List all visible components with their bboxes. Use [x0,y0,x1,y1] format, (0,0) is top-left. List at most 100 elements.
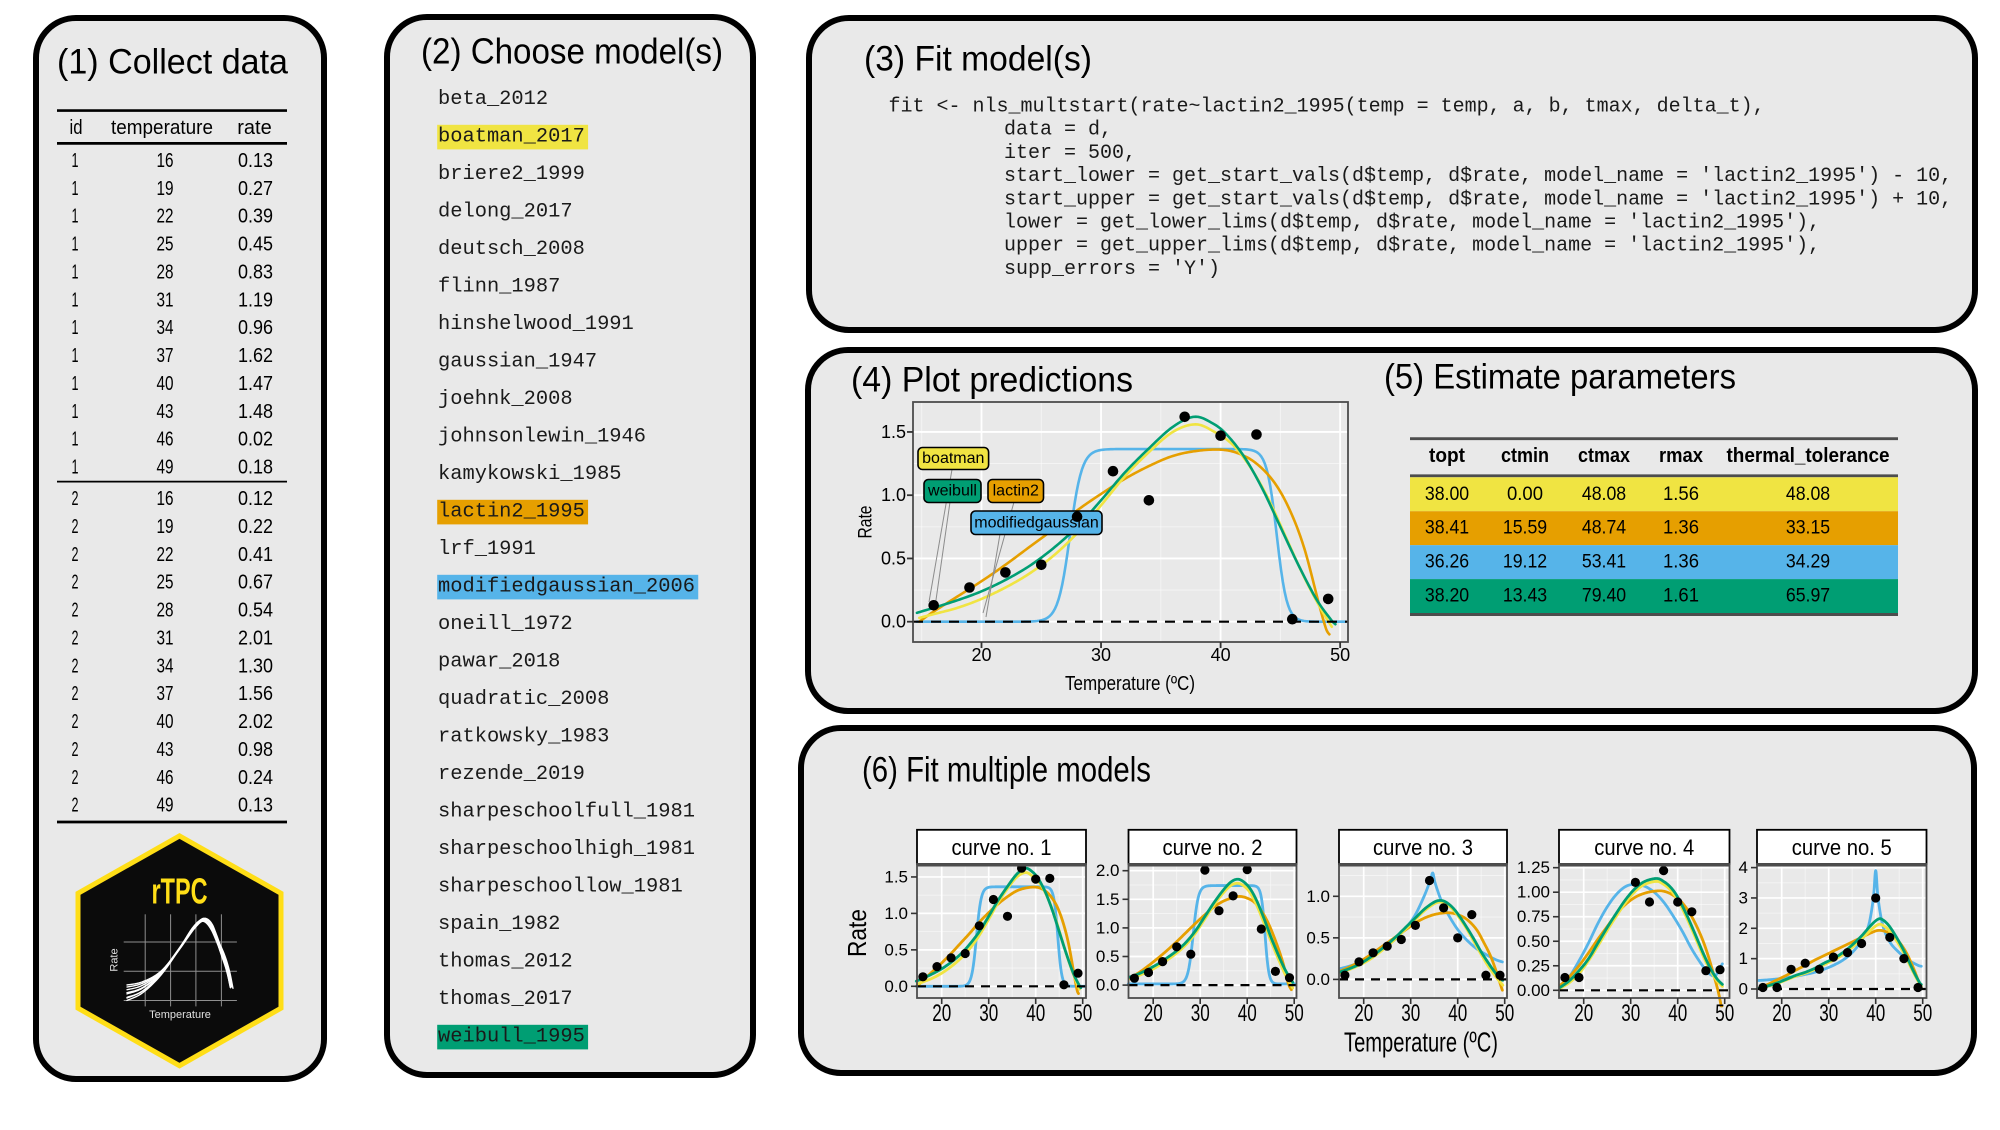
svg-text:0.13: 0.13 [238,795,273,817]
svg-text:topt: topt [1429,445,1465,467]
svg-text:gaussian_1947: gaussian_1947 [438,351,597,374]
svg-text:40: 40 [1026,1000,1045,1027]
svg-text:0.96: 0.96 [238,317,273,339]
svg-text:15.59: 15.59 [1503,518,1547,539]
svg-text:boatman_2017: boatman_2017 [438,126,585,149]
svg-text:1.30: 1.30 [238,655,273,677]
svg-text:49: 49 [157,457,174,479]
svg-text:38.41: 38.41 [1425,518,1469,539]
svg-text:2.0: 2.0 [1096,861,1120,880]
svg-text:0.5: 0.5 [1096,947,1120,966]
svg-text:0.5: 0.5 [884,940,908,959]
svg-text:modifiedgaussian: modifiedgaussian [974,514,1099,531]
svg-text:thermal_tolerance: thermal_tolerance [1727,445,1890,467]
svg-text:2: 2 [72,627,79,649]
svg-text:data = d,: data = d, [1004,119,1112,142]
svg-text:50: 50 [1495,1000,1514,1027]
svg-text:2.02: 2.02 [238,711,273,733]
svg-text:1.0: 1.0 [881,485,906,505]
svg-text:1: 1 [72,150,79,172]
svg-text:1.0: 1.0 [884,904,908,923]
svg-text:temperature: temperature [111,117,213,139]
svg-text:0.83: 0.83 [238,261,273,283]
svg-text:lower = get_lower_lims(d$temp,: lower = get_lower_lims(d$temp, d$rate, m… [1004,212,1820,235]
svg-text:1.56: 1.56 [1663,484,1699,505]
svg-text:lrf_1991: lrf_1991 [438,538,536,561]
svg-text:31: 31 [157,289,174,311]
svg-text:rmax: rmax [1659,445,1703,467]
svg-text:40: 40 [1238,1000,1257,1027]
svg-text:40: 40 [157,711,174,733]
svg-text:quadratic_2008: quadratic_2008 [438,688,609,711]
svg-text:(2) Choose model(s): (2) Choose model(s) [421,31,723,72]
svg-text:1: 1 [72,234,79,256]
svg-text:0.5: 0.5 [1306,928,1330,947]
svg-text:2: 2 [72,516,79,538]
svg-text:3: 3 [1739,888,1748,907]
svg-text:30: 30 [1621,1000,1640,1027]
svg-text:46: 46 [157,767,174,789]
svg-text:sharpeschoolhigh_1981: sharpeschoolhigh_1981 [438,838,695,861]
svg-text:1: 1 [72,178,79,200]
svg-text:40: 40 [157,373,174,395]
svg-text:34: 34 [157,317,174,339]
svg-text:48.74: 48.74 [1582,518,1627,539]
svg-text:0.24: 0.24 [238,767,273,789]
svg-text:48.08: 48.08 [1786,484,1830,505]
svg-text:oneill_1972: oneill_1972 [438,613,573,636]
svg-text:1.61: 1.61 [1663,586,1699,607]
svg-text:Rate: Rate [109,948,121,971]
svg-text:40: 40 [1211,645,1231,665]
svg-text:50: 50 [1073,1000,1092,1027]
svg-text:Temperature: Temperature [149,1009,211,1021]
svg-text:30: 30 [1401,1000,1420,1027]
svg-text:curve no. 5: curve no. 5 [1792,835,1892,860]
svg-text:65.97: 65.97 [1786,586,1830,607]
svg-text:38.00: 38.00 [1425,484,1469,505]
svg-text:50: 50 [1285,1000,1304,1027]
svg-text:0.54: 0.54 [238,600,273,622]
svg-text:(4) Plot predictions: (4) Plot predictions [851,361,1133,400]
svg-text:rate: rate [237,117,271,139]
svg-text:34.29: 34.29 [1786,552,1830,573]
svg-text:hinshelwood_1991: hinshelwood_1991 [438,313,634,336]
svg-text:28: 28 [157,600,174,622]
svg-text:1.36: 1.36 [1663,518,1699,539]
svg-text:0.39: 0.39 [238,206,273,228]
svg-text:kamykowski_1985: kamykowski_1985 [438,463,622,486]
svg-text:20: 20 [1574,1000,1593,1027]
svg-text:22: 22 [157,544,174,566]
svg-text:28: 28 [157,261,174,283]
svg-text:deutsch_2008: deutsch_2008 [438,238,585,261]
svg-text:start_upper = get_start_vals(d: start_upper = get_start_vals(d$temp, d$r… [1004,188,1952,211]
svg-text:Temperature (ºC): Temperature (ºC) [1344,1027,1498,1058]
svg-text:id: id [70,117,83,139]
svg-text:1.5: 1.5 [1096,890,1120,909]
svg-text:22: 22 [157,206,174,228]
svg-text:1.48: 1.48 [238,401,273,423]
svg-text:20: 20 [1144,1000,1163,1027]
svg-text:4: 4 [1739,858,1748,877]
svg-text:0.22: 0.22 [238,516,273,538]
svg-text:0.45: 0.45 [238,234,273,256]
svg-text:1.5: 1.5 [884,867,908,886]
svg-text:40: 40 [1668,1000,1687,1027]
svg-text:curve no. 1: curve no. 1 [952,835,1052,860]
svg-text:0.00: 0.00 [1517,981,1550,1000]
svg-text:37: 37 [157,683,174,705]
svg-text:33.15: 33.15 [1786,518,1830,539]
svg-text:2: 2 [72,711,79,733]
svg-text:25: 25 [157,572,174,594]
svg-text:19.12: 19.12 [1503,552,1547,573]
svg-text:31: 31 [157,627,174,649]
svg-text:2: 2 [72,683,79,705]
svg-text:2: 2 [72,739,79,761]
svg-text:79.40: 79.40 [1582,586,1626,607]
svg-text:1: 1 [72,373,79,395]
svg-text:delong_2017: delong_2017 [438,201,573,224]
svg-text:43: 43 [157,401,174,423]
svg-text:50: 50 [1715,1000,1734,1027]
svg-text:43: 43 [157,739,174,761]
svg-text:curve no. 4: curve no. 4 [1594,835,1694,860]
svg-text:1: 1 [1739,949,1748,968]
